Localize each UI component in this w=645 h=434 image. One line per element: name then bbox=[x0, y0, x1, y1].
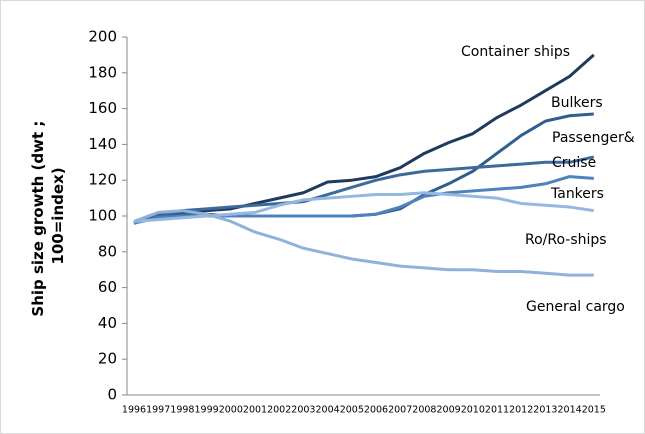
series-line bbox=[133, 209, 594, 277]
y-tick-label: 100 bbox=[88, 207, 117, 225]
x-tick-label: 2000 bbox=[219, 405, 243, 416]
x-tick-label: 2005 bbox=[340, 405, 364, 416]
x-tick-label: 2010 bbox=[461, 405, 485, 416]
x-tick-label: 2012 bbox=[509, 405, 533, 416]
x-tick-label: 2001 bbox=[243, 405, 267, 416]
y-title-line: Ship size growth (dwt ; bbox=[29, 121, 47, 317]
x-tick-label: 2008 bbox=[412, 405, 436, 416]
y-tick-label: 200 bbox=[88, 28, 117, 46]
series-label: General cargo bbox=[526, 299, 625, 315]
label-line: Passenger& bbox=[552, 130, 635, 146]
y-tick-label: 40 bbox=[98, 314, 117, 332]
series-label: Ro/Ro-ships bbox=[525, 232, 607, 248]
label-line: Cruise bbox=[552, 155, 596, 171]
y-tick-label: 60 bbox=[98, 278, 117, 296]
x-tick-label: 2002 bbox=[267, 405, 291, 416]
x-tick-label: 2013 bbox=[533, 405, 557, 416]
x-tick-label: 1998 bbox=[170, 405, 194, 416]
y-title-line: 100=index) bbox=[49, 167, 67, 264]
y-axis-title: Ship size growth (dwt ; 100=index) bbox=[29, 115, 67, 316]
series-label: Container ships bbox=[461, 44, 570, 60]
x-tick-label: 2011 bbox=[485, 405, 509, 416]
y-tick-label: 160 bbox=[88, 99, 117, 117]
x-tick-label: 2004 bbox=[316, 405, 340, 416]
series-label: Bulkers bbox=[551, 95, 603, 111]
series-label: Passenger& Cruise bbox=[552, 130, 635, 171]
x-tick-label: 2009 bbox=[437, 405, 461, 416]
x-tick-label: 1996 bbox=[122, 405, 146, 416]
series-label: Tankers bbox=[550, 186, 604, 202]
y-tick-label: 140 bbox=[88, 135, 117, 153]
series-line bbox=[133, 155, 595, 225]
x-tick-label: 1997 bbox=[146, 405, 170, 416]
y-tick-label: 20 bbox=[98, 350, 117, 368]
y-tick-label: 0 bbox=[107, 386, 117, 404]
series-line bbox=[133, 53, 595, 225]
x-tick-label: 2007 bbox=[388, 405, 412, 416]
y-tick-label: 120 bbox=[88, 171, 117, 189]
x-tick-label: 2003 bbox=[291, 405, 315, 416]
y-tick-label: 180 bbox=[88, 63, 117, 81]
x-tick-label: 2015 bbox=[582, 405, 606, 416]
y-tick-label: 80 bbox=[98, 242, 117, 260]
x-tick-label: 2006 bbox=[364, 405, 388, 416]
x-tick-label: 2014 bbox=[558, 405, 582, 416]
x-tick-label: 1999 bbox=[195, 405, 219, 416]
